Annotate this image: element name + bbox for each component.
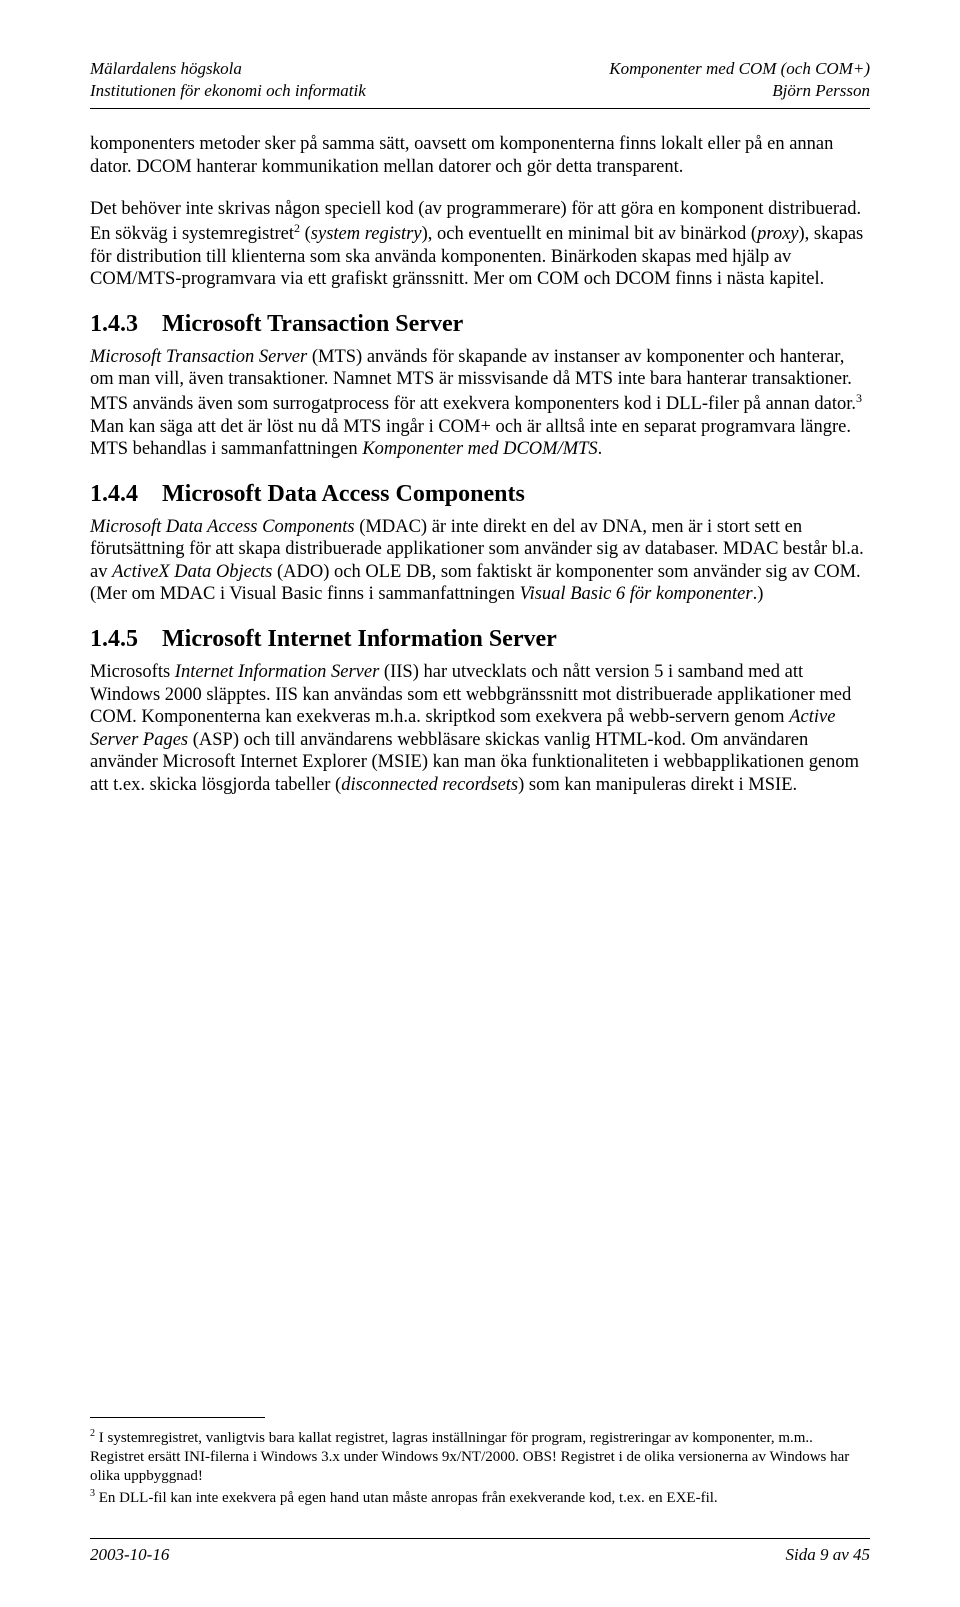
header-doc-title: Komponenter med COM (och COM+)	[609, 58, 870, 80]
header-right: Komponenter med COM (och COM+) Björn Per…	[609, 58, 870, 102]
heading-144: 1.4.4Microsoft Data Access Components	[90, 481, 870, 508]
footnote-3: 3 En DLL-fil kan inte exekvera på egen h…	[90, 1488, 870, 1508]
p5-text-g: ) som kan manipuleras direkt i MSIE.	[518, 775, 797, 795]
heading-145-title: Microsoft Internet Information Server	[162, 626, 557, 652]
p4-text-f: .)	[753, 584, 764, 604]
paragraph-mdac: Microsoft Data Access Components (MDAC) …	[90, 516, 870, 606]
footnote-3-text: En DLL-fil kan inte exekvera på egen han…	[95, 1490, 718, 1506]
heading-145: 1.4.5Microsoft Internet Information Serv…	[90, 626, 870, 653]
footer-date: 2003-10-16	[90, 1545, 169, 1565]
page-header: Mälardalens högskola Institutionen för e…	[90, 58, 870, 102]
p3-italic-dcom: Komponenter med DCOM/MTS	[362, 439, 597, 459]
paragraph-iis: Microsofts Internet Information Server (…	[90, 661, 870, 796]
footer-rule	[90, 1538, 870, 1539]
p5-text-a: Microsofts	[90, 662, 175, 682]
footnote-2-text: I systemregistret, vanligtvis bara kalla…	[90, 1430, 849, 1484]
header-rule	[90, 108, 870, 109]
p2-text-b: (	[300, 224, 311, 244]
p4-italic-mdac: Microsoft Data Access Components	[90, 517, 355, 537]
p2-text-d: ), och eventuellt en minimal bit av binä…	[422, 224, 757, 244]
footnote-2: 2 I systemregistret, vanligtvis bara kal…	[90, 1428, 870, 1485]
p3-text-e: .	[598, 439, 603, 459]
header-left: Mälardalens högskola Institutionen för e…	[90, 58, 366, 102]
heading-144-title: Microsoft Data Access Components	[162, 481, 525, 507]
heading-143-title: Microsoft Transaction Server	[162, 311, 463, 337]
p4-italic-ado: ActiveX Data Objects	[112, 562, 272, 582]
p4-italic-vb6: Visual Basic 6 för komponenter	[520, 584, 753, 604]
heading-143: 1.4.3Microsoft Transaction Server	[90, 311, 870, 338]
heading-143-num: 1.4.3	[90, 311, 162, 338]
footer-page-number: Sida 9 av 45	[785, 1545, 870, 1565]
paragraph-distribution: Det behöver inte skrivas någon speciell …	[90, 198, 870, 290]
p2-italic-proxy: proxy	[757, 224, 798, 244]
header-department: Institutionen för ekonomi och informatik	[90, 80, 366, 102]
footnote-rule	[90, 1417, 265, 1418]
p5-italic-iis: Internet Information Server	[175, 662, 380, 682]
footnote-ref-3: 3	[856, 391, 862, 405]
footnotes-block: 2 I systemregistret, vanligtvis bara kal…	[90, 1417, 870, 1511]
p5-italic-recordsets: disconnected recordsets	[341, 775, 518, 795]
paragraph-mts: Microsoft Transaction Server (MTS) använ…	[90, 346, 870, 461]
heading-144-num: 1.4.4	[90, 481, 162, 508]
p2-italic-registry: system registry	[311, 224, 422, 244]
heading-145-num: 1.4.5	[90, 626, 162, 653]
paragraph-intro: komponenters metoder sker på samma sätt,…	[90, 133, 870, 178]
header-author: Björn Persson	[609, 80, 870, 102]
page-footer: 2003-10-16 Sida 9 av 45	[90, 1545, 870, 1565]
p3-italic-mts: Microsoft Transaction Server	[90, 347, 307, 367]
header-institution: Mälardalens högskola	[90, 58, 366, 80]
